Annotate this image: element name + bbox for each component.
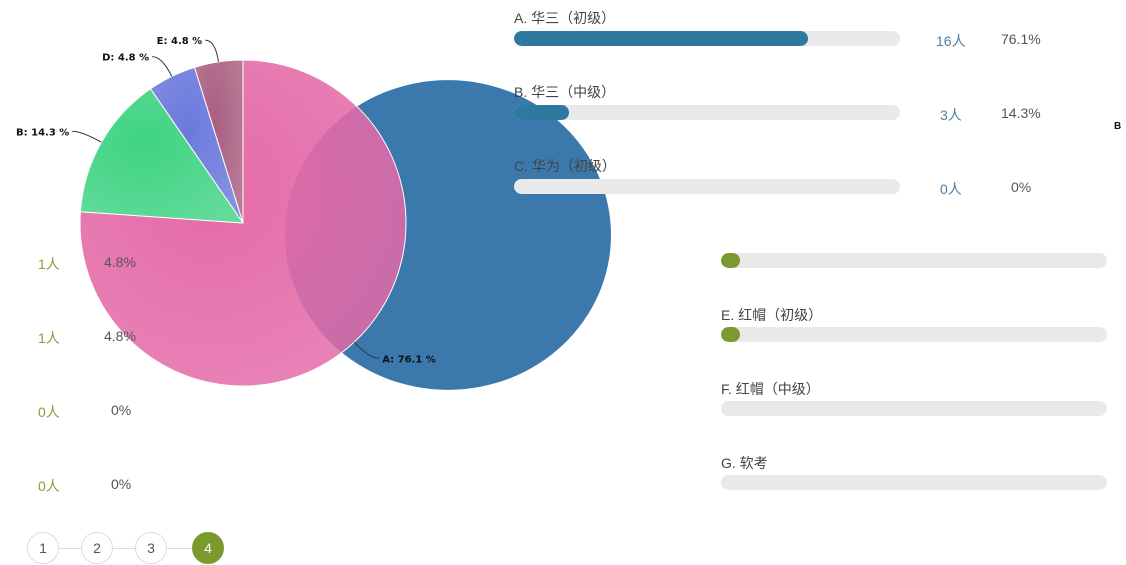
option-percent: 4.8% [104, 328, 136, 344]
option-label: B. 华三（中级） [514, 84, 616, 100]
pie-leader-line [72, 130, 102, 143]
page-button-3[interactable]: 3 [135, 532, 167, 564]
page-connector [113, 548, 136, 549]
option-percent: 0% [111, 476, 132, 492]
option-percent: 4.8% [104, 254, 136, 270]
option-percent: 0% [1011, 179, 1032, 195]
option-progress-bar [721, 327, 1107, 342]
option-progress-fill [721, 327, 740, 342]
option-progress-bar [721, 475, 1107, 490]
option-percent: 76.1% [1001, 31, 1041, 47]
cropped-chart-label: B [1114, 121, 1122, 132]
option-count: 3人 [940, 107, 962, 123]
option-progress-bar [514, 179, 900, 194]
page-button-4[interactable]: 4 [192, 532, 224, 564]
option-progress-fill [514, 105, 570, 120]
option-progress-bar [514, 31, 900, 46]
option-count: 0人 [940, 181, 962, 197]
page-button-1[interactable]: 1 [27, 532, 59, 564]
pie-slice-e [193, 59, 244, 224]
option-progress-bar [514, 105, 900, 120]
page-connector [167, 548, 193, 549]
option-count: 0人 [38, 478, 60, 494]
option-count: 1人 [38, 330, 60, 346]
option-label: A. 华三（初级） [514, 10, 616, 26]
pie-leader-line [353, 341, 380, 359]
option-label: E. 红帽（初级） [721, 307, 823, 323]
pie-data-label: E: 4.8 % [157, 36, 203, 47]
page-connector [59, 548, 82, 549]
option-percent: 14.3% [1001, 105, 1041, 121]
option-count: 16人 [936, 33, 966, 49]
page-button-2[interactable]: 2 [81, 532, 113, 564]
pie-data-label: D: 4.8 % [102, 53, 149, 64]
option-count: 1人 [38, 256, 60, 272]
pie-leader-line [152, 56, 173, 77]
option-label: G. 软考 [721, 455, 768, 471]
option-count: 0人 [38, 404, 60, 420]
pie-chart: A: 76.1 % B: 14.3 % D: 4.8 % E: 4.8 % [16, 36, 611, 390]
pie-leader-line [205, 39, 220, 62]
option-progress-fill [721, 253, 740, 268]
option-progress-bar [721, 401, 1107, 416]
option-percent: 0% [111, 402, 132, 418]
option-progress-bar [721, 253, 1107, 268]
option-label: C. 华为（初级） [514, 158, 616, 174]
option-label: F. 红帽（中级） [721, 381, 820, 397]
option-progress-fill [514, 31, 808, 46]
pie-data-label: B: 14.3 % [16, 127, 69, 138]
pie-data-label: A: 76.1 % [382, 354, 436, 365]
